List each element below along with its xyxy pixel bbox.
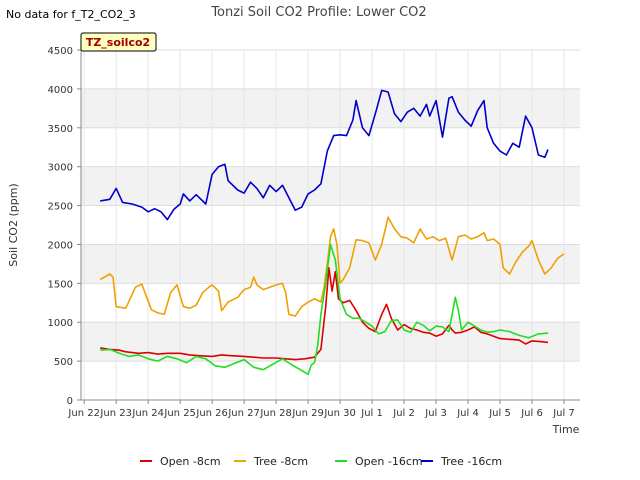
x-tick-label: Jun 25 [163, 408, 196, 419]
y-tick-label: 4000 [48, 85, 73, 96]
x-tick-label: Jul 1 [360, 408, 383, 419]
site-badge: TZ_soilco2 [80, 32, 157, 52]
x-tick-label: Jun 27 [227, 408, 260, 419]
y-tick-label: 4500 [48, 46, 73, 57]
grid-band [81, 322, 580, 362]
x-tick-label: Jul 4 [456, 408, 479, 419]
series-line-3 [100, 89, 549, 221]
y-tick-label: 2500 [48, 202, 73, 213]
x-tick-label: Jul 6 [520, 408, 543, 419]
x-tick-label: Jun 28 [259, 408, 292, 419]
y-tick-label: 1500 [48, 279, 73, 290]
y-tick-labels: 0 500 1000 1500 2000 2500 3000 3500 4000 4500 [48, 46, 81, 407]
x-tick-label: Jul 5 [488, 408, 511, 419]
series-line-2 [100, 243, 549, 376]
x-tick-label: Jun 22 [67, 408, 100, 419]
site-badge-box [80, 32, 157, 52]
y-tick-label: 500 [54, 357, 73, 368]
legend: Open -8cm Tree -8cm Open -16cm Tree -16cm [140, 455, 502, 468]
x-tick-label: Jul 7 [552, 408, 575, 419]
x-tick-label: Jun 23 [99, 408, 132, 419]
legend-label-2: Open -16cm [355, 455, 423, 468]
x-tick-labels: Jun 22 Jun 23 Jun 24 Jun 25 Jun 26 Jun 27 Jun … [67, 400, 575, 419]
y-tick-label: 3500 [48, 124, 73, 135]
y-tick-label: 1000 [48, 318, 73, 329]
x-tick-label: Jun 26 [195, 408, 228, 419]
y-tick-label: 3000 [48, 163, 73, 174]
x-tick-label: Jun 30 [323, 408, 356, 419]
x-tick-label: Jun 29 [291, 408, 324, 419]
legend-label-1: Tree -8cm [253, 455, 308, 468]
y-tick-label: 0 [67, 396, 73, 407]
x-tick-label: Jul 3 [424, 408, 447, 419]
y-axis-title: Soil CO2 (ppm) [7, 183, 20, 266]
x-tick-label: Jun 24 [131, 408, 164, 419]
x-tick-label: Jul 2 [392, 408, 415, 419]
series-line-1 [99, 216, 565, 317]
grid-bands [81, 88, 580, 362]
legend-label-3: Tree -16cm [440, 455, 502, 468]
series-layer [99, 89, 565, 376]
legend-label-0: Open -8cm [160, 455, 221, 468]
no-data-note: No data for f_T2_CO2_3 [6, 8, 136, 21]
axes-layer [80, 50, 580, 401]
y-tick-label: 2000 [48, 240, 73, 251]
grid-band [81, 88, 580, 128]
grid-band [81, 166, 580, 206]
x-axis-title: Time [552, 423, 580, 436]
site-badge-label: TZ_soilco2 [86, 36, 150, 49]
chart-title: Tonzi Soil CO2 Profile: Lower CO2 [210, 5, 426, 20]
grid-lines [81, 49, 580, 401]
